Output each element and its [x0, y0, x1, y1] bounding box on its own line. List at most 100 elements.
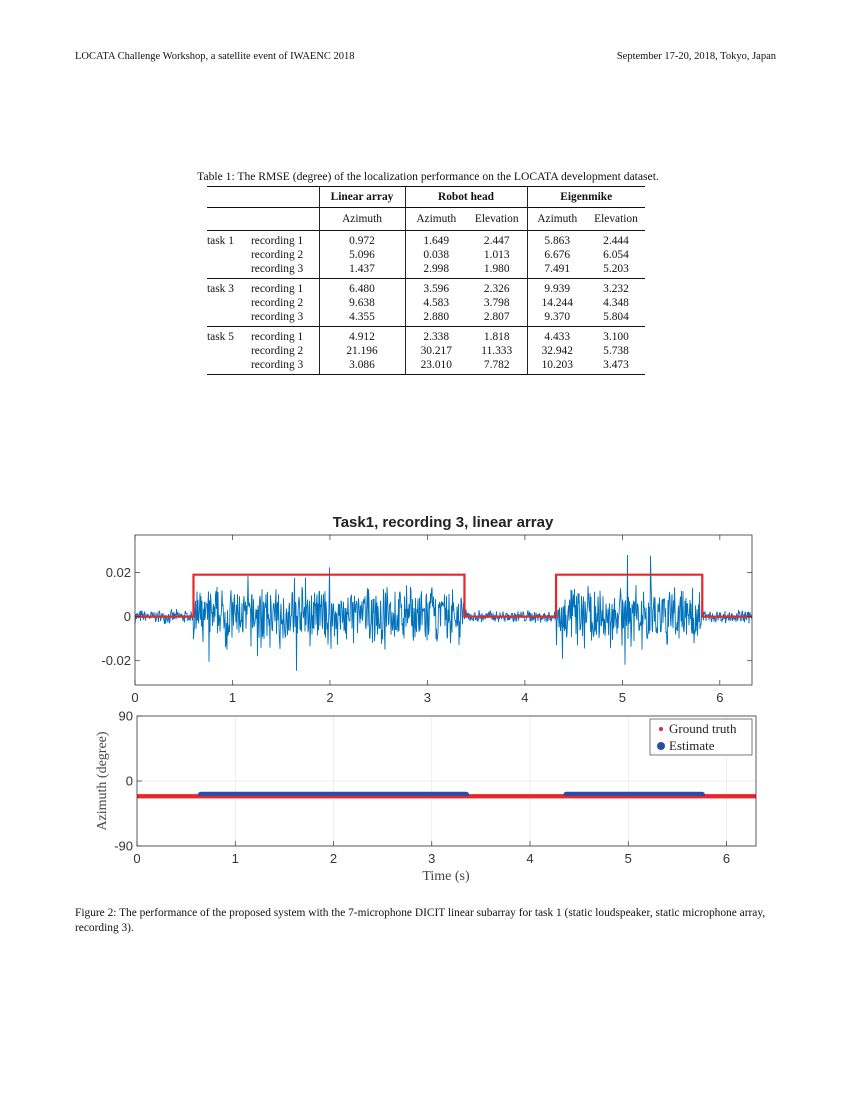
- rmse-cell: 3.232: [603, 283, 629, 295]
- y-axis-label: Azimuth (degree): [95, 731, 110, 830]
- rmse-cell: 0.972: [318, 230, 405, 248]
- legend: [649, 718, 753, 756]
- table-row: recording 2 5.096 0.038 1.013 6.676 6.054: [207, 248, 645, 262]
- rmse-cell: 7.782: [483, 359, 510, 371]
- rmse-cell: 23.010: [404, 358, 467, 375]
- running-header-left: LOCATA Challenge Workshop, a satellite e…: [75, 51, 355, 62]
- rmse-cell: 2.807: [483, 311, 510, 323]
- rmse-cell: 5.804: [603, 311, 629, 323]
- rmse-cell: 3.473: [603, 359, 629, 371]
- y-tick-label: -90: [114, 839, 133, 854]
- figure-caption: Figure 2: The performance of the propose…: [75, 907, 766, 934]
- rmse-cell: 5.738: [603, 345, 629, 357]
- rmse-cell: 7.491: [526, 262, 587, 279]
- subheader: Azimuth: [526, 207, 587, 231]
- legend-label-estimate: Estimate: [669, 738, 715, 753]
- table-row: task 3 recording 1 6.480 3.596 2.326 9.939 3.2…: [207, 278, 645, 296]
- rmse-cell: 4.355: [318, 310, 405, 327]
- rmse-cell: 4.433: [526, 326, 587, 344]
- x-tick-label: 5: [619, 690, 626, 705]
- rmse-cell: 10.203: [526, 358, 587, 375]
- rmse-cell: 30.217: [404, 344, 467, 358]
- rmse-cell: 6.054: [603, 249, 629, 261]
- rmse-cell: 2.998: [404, 262, 467, 279]
- subheader: Elevation: [474, 213, 519, 225]
- group-header-eigenmike: Eigenmike: [526, 186, 645, 208]
- vad-step-series: [135, 573, 752, 618]
- x-tick-label: 1: [232, 851, 239, 866]
- recording-label: recording 2: [251, 297, 304, 309]
- legend-marker-estimate: [657, 742, 665, 750]
- x-tick-label: 0: [133, 851, 140, 866]
- table-row: recording 3 4.355 2.880 2.807 9.370 5.804: [207, 310, 645, 327]
- rmse-cell: 6.480: [318, 278, 405, 296]
- recording-label: recording 1: [251, 235, 304, 247]
- rmse-cell: 1.818: [483, 331, 510, 343]
- x-tick-label: 4: [526, 851, 533, 866]
- group-header-robot-head: Robot head: [404, 186, 527, 208]
- chart-title: Task1, recording 3, linear array: [333, 514, 554, 531]
- x-axis-label: Time (s): [422, 869, 470, 884]
- rmse-cell: 5.203: [603, 263, 629, 275]
- recording-label: recording 3: [251, 311, 304, 323]
- y-tick-label: 90: [119, 709, 133, 724]
- rmse-cell: 4.912: [318, 326, 405, 344]
- rmse-cell: 1.649: [404, 230, 467, 248]
- rmse-cell: 2.447: [483, 235, 510, 247]
- table-row: task 1 recording 1 0.972 1.649 2.447 5.863 2.4…: [207, 230, 645, 248]
- recording-label: recording 3: [251, 359, 304, 371]
- rmse-cell: 32.942: [526, 344, 587, 358]
- x-tick-label: 2: [326, 690, 333, 705]
- legend-marker-ground-truth: [659, 727, 663, 731]
- rmse-cell: 3.596: [404, 278, 467, 296]
- y-tick-label: 0: [124, 609, 131, 624]
- legend-label-ground-truth: Ground truth: [669, 721, 737, 736]
- rmse-cell: 21.196: [318, 344, 405, 358]
- rmse-cell: 11.333: [481, 345, 513, 357]
- rmse-cell: 2.326: [483, 283, 510, 295]
- rmse-cell: 6.676: [526, 248, 587, 262]
- recording-label: recording 1: [251, 283, 304, 295]
- rmse-cell: 4.348: [603, 297, 629, 309]
- x-tick-label: 2: [330, 851, 337, 866]
- x-tick-label: 3: [428, 851, 435, 866]
- rmse-cell: 1.013: [483, 249, 510, 261]
- x-tick-label: 6: [723, 851, 730, 866]
- x-tick-label: 0: [131, 690, 138, 705]
- table-row: recording 2 9.638 4.583 3.798 14.244 4.348: [207, 296, 645, 310]
- subheader: Elevation: [594, 213, 638, 225]
- recording-label: recording 1: [251, 331, 304, 343]
- task-label: task 5: [207, 331, 234, 343]
- recording-label: recording 3: [251, 263, 304, 275]
- rmse-cell: 3.798: [483, 297, 510, 309]
- rmse-cell: 4.583: [404, 296, 467, 310]
- x-tick-label: 3: [424, 690, 431, 705]
- subheader: Azimuth: [318, 207, 405, 231]
- rmse-cell: 9.939: [526, 278, 587, 296]
- y-tick-label: 0: [126, 774, 133, 789]
- rmse-cell: 1.437: [318, 262, 405, 279]
- x-tick-label: 5: [625, 851, 632, 866]
- rmse-cell: 2.880: [404, 310, 467, 327]
- waveform-series: [134, 554, 753, 671]
- table-row: recording 3 3.086 23.010 7.782 10.203 3.473: [207, 358, 645, 375]
- rmse-cell: 3.086: [318, 358, 405, 375]
- rmse-cell: 2.444: [603, 235, 629, 247]
- x-tick-label: 4: [521, 690, 528, 705]
- rmse-cell: 0.038: [404, 248, 467, 262]
- rmse-cell: 3.100: [603, 331, 629, 343]
- recording-label: recording 2: [251, 249, 304, 261]
- rmse-cell: 2.338: [404, 326, 467, 344]
- running-header-right: September 17-20, 2018, Tokyo, Japan: [616, 51, 776, 62]
- subheader: Azimuth: [404, 207, 467, 231]
- group-header-linear-array: Linear array: [318, 186, 405, 208]
- rmse-cell: 1.980: [483, 263, 510, 275]
- x-tick-label: 6: [716, 690, 723, 705]
- table-row: recording 3 1.437 2.998 1.980 7.491 5.203: [207, 262, 645, 279]
- task-label: task 3: [207, 283, 234, 295]
- table-row: task 5 recording 1 4.912 2.338 1.818 4.433 3.1…: [207, 326, 645, 344]
- y-tick-label: -0.02: [101, 653, 131, 668]
- y-tick-label: 0.02: [106, 565, 131, 580]
- rmse-cell: 9.370: [526, 310, 587, 327]
- rmse-cell: 5.096: [318, 248, 405, 262]
